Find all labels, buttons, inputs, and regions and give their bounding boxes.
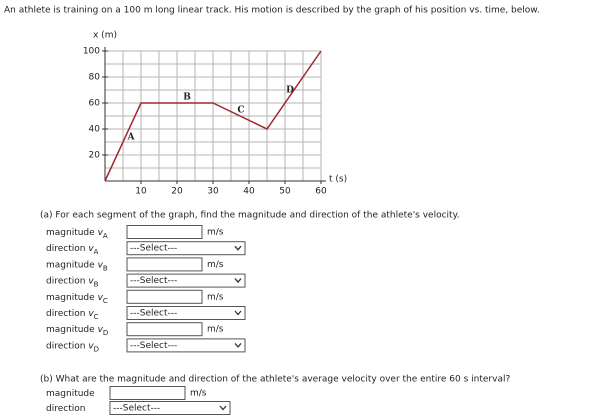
answer-input[interactable] — [126, 322, 203, 337]
segment-label: C — [237, 106, 244, 116]
segment-label: B — [183, 93, 191, 103]
y-tick-label: 40 — [89, 125, 101, 135]
label: direction — [46, 404, 85, 414]
row-label: direction vB — [46, 276, 99, 289]
direction-select[interactable] — [126, 241, 246, 256]
segment-label: A — [127, 133, 136, 143]
symbol: v — [88, 341, 94, 351]
x-tick-label: 20 — [171, 187, 183, 197]
row-label: direction vD — [46, 341, 99, 354]
row-label: magnitude vB — [46, 260, 108, 273]
answer-input[interactable] — [126, 225, 203, 239]
part-b-prompt: (b) What are the magnitude and direction… — [40, 375, 510, 385]
select-text: ---Select--- — [130, 276, 177, 286]
y-tick-label: 60 — [89, 99, 101, 109]
subscript: B — [94, 281, 99, 289]
y-tick-label: 100 — [83, 47, 100, 57]
subscript: A — [103, 232, 108, 240]
symbol: v — [98, 228, 104, 238]
segment-label: D — [286, 86, 294, 96]
unit: m/s — [207, 325, 224, 335]
unit: m/s — [190, 389, 207, 399]
label: magnitude — [46, 292, 95, 302]
symbol: v — [98, 325, 104, 335]
subscript: D — [103, 329, 108, 337]
label: direction — [46, 276, 85, 286]
x-tick-label: 50 — [279, 187, 291, 197]
subscript: B — [103, 264, 108, 272]
label: magnitude — [46, 228, 95, 238]
row-label: direction vC — [46, 309, 99, 322]
direction-select[interactable] — [109, 401, 231, 415]
question: An athlete is training on a 100 m long l… — [4, 6, 540, 16]
symbol: v — [98, 260, 104, 270]
select-text: ---Select--- — [130, 341, 177, 351]
direction-select[interactable] — [126, 306, 246, 320]
symbol: v — [88, 309, 94, 319]
label: direction — [46, 244, 85, 254]
label: magnitude — [46, 325, 95, 335]
answer-input[interactable] — [126, 289, 203, 304]
subscript: A — [94, 248, 99, 256]
x-tick-label: 30 — [207, 187, 219, 197]
label: direction — [46, 309, 85, 319]
row-label: direction vA — [46, 244, 99, 257]
label: magnitude — [46, 260, 95, 270]
subscript: D — [94, 345, 99, 353]
row-label: magnitude — [46, 389, 95, 399]
y-axis-label: x (m) — [93, 31, 117, 41]
answer-input[interactable] — [109, 386, 186, 400]
unit: m/s — [207, 228, 224, 238]
chevron — [234, 342, 242, 348]
x-tick-label: 60 — [315, 187, 327, 197]
x-tick-label: 40 — [243, 187, 255, 197]
direction-select[interactable] — [126, 273, 246, 288]
chevron — [234, 310, 242, 316]
chevron — [234, 278, 242, 284]
direction-select[interactable] — [126, 338, 246, 353]
subscript: C — [94, 313, 99, 321]
x-tick-label: 10 — [135, 187, 147, 197]
y-tick-label: 20 — [89, 151, 101, 161]
part-a-prompt: (a) For each segment of the graph, find … — [40, 211, 459, 221]
unit: m/s — [207, 260, 224, 270]
chevron — [234, 245, 242, 251]
answer-input[interactable] — [126, 257, 203, 272]
data-line — [104, 50, 322, 182]
symbol: v — [88, 244, 94, 254]
chevron — [219, 405, 227, 411]
label: magnitude — [46, 389, 95, 399]
select-text: ---Select--- — [113, 404, 160, 414]
select-text: ---Select--- — [130, 244, 177, 254]
row-label: magnitude vC — [46, 292, 108, 305]
y-tick-label: 80 — [89, 73, 101, 83]
row-label: direction — [46, 404, 85, 414]
subscript: C — [103, 297, 108, 305]
row-label: magnitude vD — [46, 325, 108, 338]
unit: m/s — [207, 292, 224, 302]
x-axis-label: t (s) — [329, 175, 347, 185]
row-label: magnitude vA — [46, 228, 108, 241]
symbol: v — [88, 276, 94, 286]
select-text: ---Select--- — [130, 309, 177, 319]
label: direction — [46, 341, 85, 351]
symbol: v — [98, 292, 104, 302]
